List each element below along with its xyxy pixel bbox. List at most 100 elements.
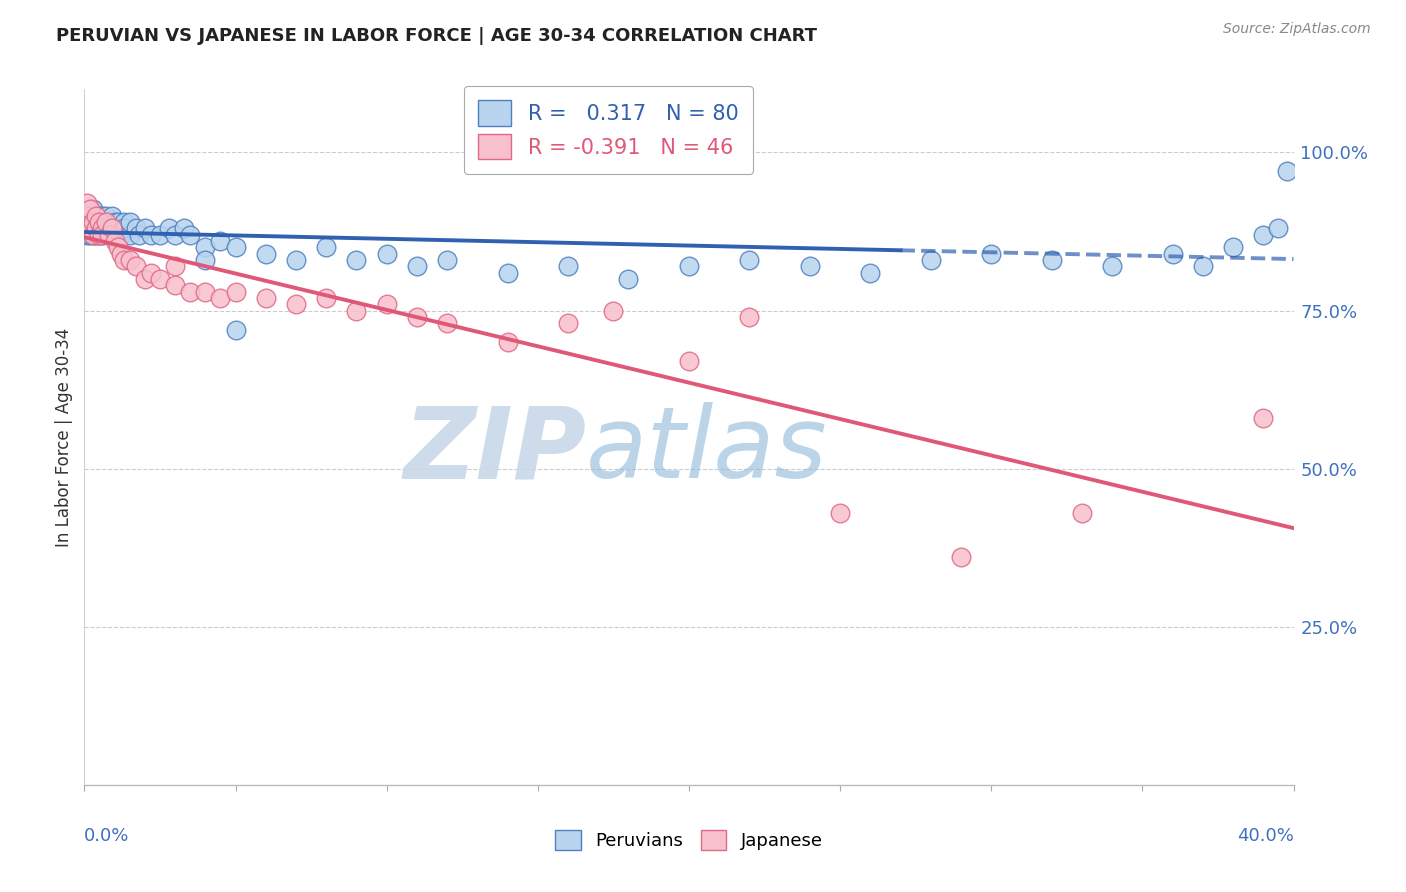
Point [285,297,308,311]
Point [799,260,821,274]
Point [149,227,172,242]
Point [859,266,882,280]
Point [76,221,98,235]
Point [285,252,308,267]
Point [104,234,127,248]
Point [346,252,368,267]
Legend: Peruvians, Japanese: Peruvians, Japanese [546,821,832,859]
Point [91,221,114,235]
Point [82,227,104,242]
Point [920,252,942,267]
Text: 40.0%: 40.0% [1237,827,1294,845]
Point [375,246,398,260]
Point [91,221,114,235]
Point [173,221,195,235]
Point [496,266,519,280]
Point [406,260,429,274]
Point [557,260,579,274]
Y-axis label: In Labor Force | Age 30-34: In Labor Force | Age 30-34 [55,327,73,547]
Point [79,221,101,235]
Point [110,221,132,235]
Point [107,215,129,229]
Point [86,209,108,223]
Point [94,209,117,223]
Point [738,252,761,267]
Point [209,234,232,248]
Point [1222,240,1244,254]
Point [97,221,120,235]
Point [157,221,180,235]
Point [104,221,127,235]
Point [225,322,247,336]
Point [86,209,108,223]
Point [104,215,127,229]
Text: atlas: atlas [586,402,828,500]
Point [89,215,111,229]
Point [209,291,232,305]
Point [436,316,458,330]
Point [86,221,108,235]
Point [91,227,114,242]
Point [82,227,104,242]
Point [89,221,111,235]
Point [165,260,187,274]
Point [118,227,141,242]
Point [617,272,640,286]
Point [125,260,148,274]
Text: 0.0%: 0.0% [84,827,129,845]
Point [678,354,700,368]
Point [97,215,120,229]
Point [602,303,624,318]
Point [82,209,104,223]
Point [1071,506,1094,520]
Point [1040,252,1063,267]
Point [225,285,247,299]
Point [165,227,187,242]
Point [830,506,852,520]
Point [110,227,132,242]
Point [179,227,201,242]
Point [254,246,277,260]
Point [1277,164,1299,178]
Point [76,209,98,223]
Point [125,221,148,235]
Point [89,227,111,242]
Point [82,202,104,217]
Point [94,221,117,235]
Point [76,227,98,242]
Point [107,240,129,254]
Point [107,227,129,242]
Point [194,240,217,254]
Point [1161,246,1184,260]
Point [91,227,114,242]
Point [79,209,101,223]
Point [76,209,98,223]
Point [980,246,1002,260]
Point [82,221,104,235]
Point [86,227,108,242]
Point [100,221,122,235]
Point [557,316,579,330]
Point [496,335,519,350]
Point [82,215,104,229]
Text: ZIP: ZIP [404,402,586,500]
Point [79,202,101,217]
Point [94,215,117,229]
Point [118,215,141,229]
Point [738,310,761,324]
Point [254,291,277,305]
Point [112,215,135,229]
Text: PERUVIAN VS JAPANESE IN LABOR FORCE | AGE 30-34 CORRELATION CHART: PERUVIAN VS JAPANESE IN LABOR FORCE | AG… [56,27,817,45]
Point [97,227,120,242]
Point [97,227,120,242]
Point [165,278,187,293]
Point [678,260,700,274]
Point [1267,221,1289,235]
Point [134,221,156,235]
Point [1253,411,1275,425]
Point [315,291,337,305]
Point [225,240,247,254]
Point [79,215,101,229]
Point [346,303,368,318]
Point [79,227,101,242]
